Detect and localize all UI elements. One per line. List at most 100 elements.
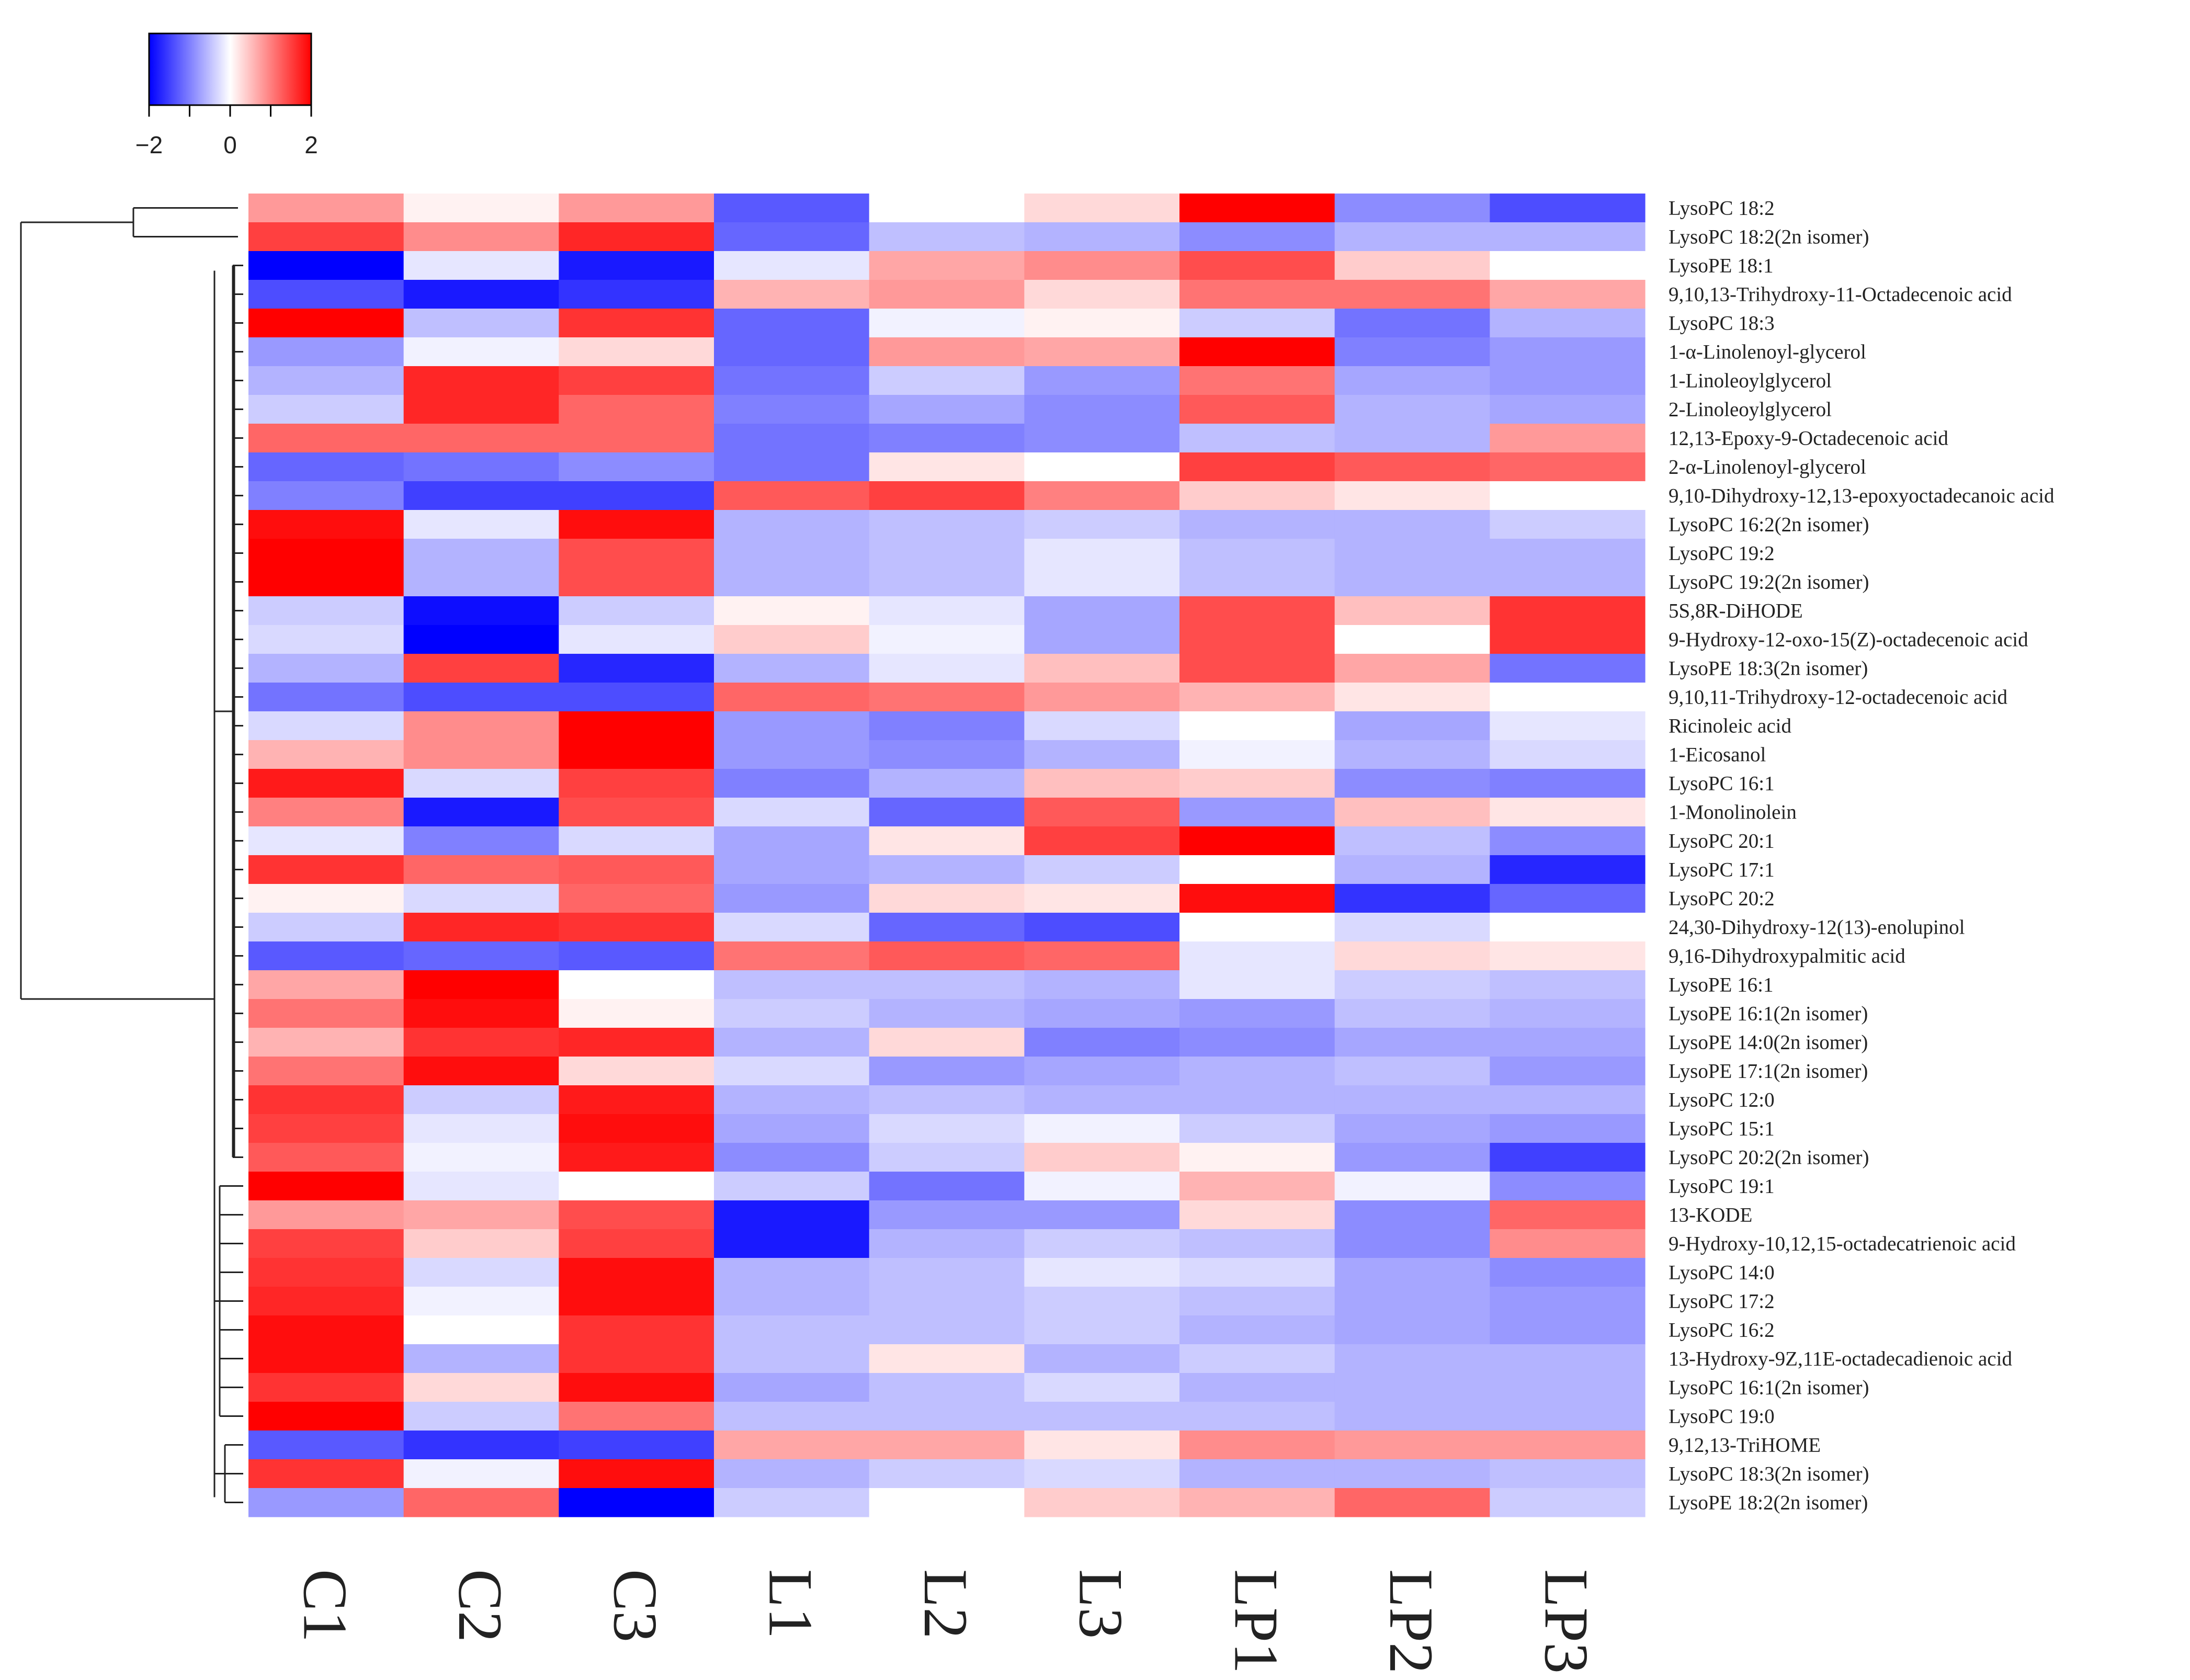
heatmap-cell-29-4 bbox=[869, 1028, 1025, 1057]
heatmap-cell-27-1 bbox=[403, 970, 559, 1000]
heatmap-cell-33-6 bbox=[1179, 1143, 1335, 1172]
heatmap-cell-42-3 bbox=[714, 1402, 870, 1431]
heatmap-cell-26-7 bbox=[1334, 941, 1490, 971]
heatmap-cell-37-8 bbox=[1490, 1258, 1646, 1287]
heatmap-cell-13-1 bbox=[403, 567, 559, 597]
heatmap-cell-29-8 bbox=[1490, 1028, 1646, 1057]
row-label: LysoPE 18:2(2n isomer) bbox=[1669, 1492, 1868, 1514]
heatmap-cell-31-0 bbox=[248, 1085, 404, 1115]
color-key-tick-label: 2 bbox=[304, 131, 318, 158]
heatmap-cell-43-3 bbox=[714, 1431, 870, 1460]
heatmap-cell-5-5 bbox=[1024, 337, 1180, 367]
heatmap-cell-15-7 bbox=[1334, 625, 1490, 654]
heatmap-cell-15-4 bbox=[869, 625, 1025, 654]
heatmap-cell-11-8 bbox=[1490, 510, 1646, 539]
heatmap-cell-21-6 bbox=[1179, 798, 1335, 827]
heatmap-cell-28-0 bbox=[248, 999, 404, 1028]
heatmap-cell-38-8 bbox=[1490, 1287, 1646, 1316]
row-label: 1-Linoleoylglycerol bbox=[1669, 370, 1832, 392]
heatmap-cell-6-1 bbox=[403, 366, 559, 395]
heatmap-cell-4-7 bbox=[1334, 309, 1490, 338]
heatmap-cell-37-7 bbox=[1334, 1258, 1490, 1287]
row-label: LysoPE 18:1 bbox=[1669, 255, 1773, 277]
heatmap-cell-7-7 bbox=[1334, 395, 1490, 424]
row-label: 2-α-Linolenoyl-glycerol bbox=[1669, 456, 1866, 479]
heatmap-cell-44-1 bbox=[403, 1459, 559, 1489]
heatmap-cell-8-3 bbox=[714, 424, 870, 453]
row-label: 12,13-Epoxy-9-Octadecenoic acid bbox=[1669, 427, 1948, 450]
heatmap-cell-44-3 bbox=[714, 1459, 870, 1489]
heatmap-cell-17-2 bbox=[559, 683, 714, 712]
heatmap-cell-10-7 bbox=[1334, 481, 1490, 510]
heatmap-cell-37-0 bbox=[248, 1258, 404, 1287]
heatmap-cell-40-6 bbox=[1179, 1344, 1335, 1373]
row-label: 5S,8R-DiHODE bbox=[1669, 600, 1803, 622]
heatmap-cell-30-5 bbox=[1024, 1057, 1180, 1086]
heatmap-cell-16-6 bbox=[1179, 654, 1335, 683]
heatmap-cell-21-0 bbox=[248, 798, 404, 827]
heatmap-cell-25-4 bbox=[869, 913, 1025, 942]
heatmap-cell-36-6 bbox=[1179, 1229, 1335, 1258]
heatmap-cell-22-2 bbox=[559, 826, 714, 856]
heatmap-cell-22-6 bbox=[1179, 826, 1335, 856]
heatmap-cell-21-3 bbox=[714, 798, 870, 827]
heatmap-cell-8-8 bbox=[1490, 424, 1646, 453]
heatmap-cell-9-6 bbox=[1179, 452, 1335, 482]
column-label-lp1: LP1 bbox=[1221, 1569, 1291, 1674]
heatmap-cell-26-5 bbox=[1024, 941, 1180, 971]
heatmap-cell-3-2 bbox=[559, 280, 714, 309]
heatmap-cell-33-3 bbox=[714, 1143, 870, 1172]
heatmap-cell-32-7 bbox=[1334, 1114, 1490, 1143]
heatmap-cell-25-6 bbox=[1179, 913, 1335, 942]
row-label: LysoPC 20:2(2n isomer) bbox=[1669, 1147, 1869, 1169]
heatmap-cell-35-5 bbox=[1024, 1200, 1180, 1230]
heatmap-cell-5-1 bbox=[403, 337, 559, 367]
heatmap-cell-45-8 bbox=[1490, 1488, 1646, 1517]
heatmap-cell-0-8 bbox=[1490, 194, 1646, 223]
heatmap-cell-45-3 bbox=[714, 1488, 870, 1517]
heatmap-cell-4-0 bbox=[248, 309, 404, 338]
heatmap-cell-44-4 bbox=[869, 1459, 1025, 1489]
heatmap-cell-44-0 bbox=[248, 1459, 404, 1489]
heatmap-cell-0-7 bbox=[1334, 194, 1490, 223]
heatmap-cell-27-2 bbox=[559, 970, 714, 1000]
heatmap-cell-4-4 bbox=[869, 309, 1025, 338]
heatmap-cell-37-3 bbox=[714, 1258, 870, 1287]
heatmap-cell-15-2 bbox=[559, 625, 714, 654]
heatmap-cell-19-5 bbox=[1024, 740, 1180, 769]
heatmap-cell-2-6 bbox=[1179, 251, 1335, 280]
heatmap-cell-19-6 bbox=[1179, 740, 1335, 769]
row-label: LysoPE 16:1 bbox=[1669, 974, 1773, 996]
heatmap-cell-23-6 bbox=[1179, 855, 1335, 884]
heatmap-cell-19-3 bbox=[714, 740, 870, 769]
heatmap-cell-1-7 bbox=[1334, 222, 1490, 252]
heatmap-cell-28-2 bbox=[559, 999, 714, 1028]
heatmap-cell-31-4 bbox=[869, 1085, 1025, 1115]
heatmap-cell-45-0 bbox=[248, 1488, 404, 1517]
heatmap-cell-18-8 bbox=[1490, 711, 1646, 741]
heatmap-cell-33-5 bbox=[1024, 1143, 1180, 1172]
row-label: LysoPC 16:2(2n isomer) bbox=[1669, 514, 1869, 536]
heatmap-cell-17-1 bbox=[403, 683, 559, 712]
heatmap-cell-3-6 bbox=[1179, 280, 1335, 309]
heatmap-cell-8-5 bbox=[1024, 424, 1180, 453]
heatmap-cell-13-3 bbox=[714, 567, 870, 597]
heatmap-cell-7-0 bbox=[248, 395, 404, 424]
heatmap-cell-39-0 bbox=[248, 1315, 404, 1345]
heatmap-cell-41-3 bbox=[714, 1373, 870, 1402]
heatmap-cell-3-7 bbox=[1334, 280, 1490, 309]
heatmap-cell-14-5 bbox=[1024, 596, 1180, 626]
heatmap-cell-28-3 bbox=[714, 999, 870, 1028]
heatmap-cell-9-7 bbox=[1334, 452, 1490, 482]
heatmap-cell-9-4 bbox=[869, 452, 1025, 482]
heatmap-cell-5-0 bbox=[248, 337, 404, 367]
heatmap-cell-40-8 bbox=[1490, 1344, 1646, 1373]
row-label: LysoPC 18:3 bbox=[1669, 312, 1775, 335]
heatmap-cell-21-5 bbox=[1024, 798, 1180, 827]
heatmap-cell-15-3 bbox=[714, 625, 870, 654]
heatmap-cell-2-3 bbox=[714, 251, 870, 280]
heatmap-cell-6-0 bbox=[248, 366, 404, 395]
heatmap-cell-42-1 bbox=[403, 1402, 559, 1431]
heatmap-cell-44-5 bbox=[1024, 1459, 1180, 1489]
heatmap-cell-20-6 bbox=[1179, 769, 1335, 798]
